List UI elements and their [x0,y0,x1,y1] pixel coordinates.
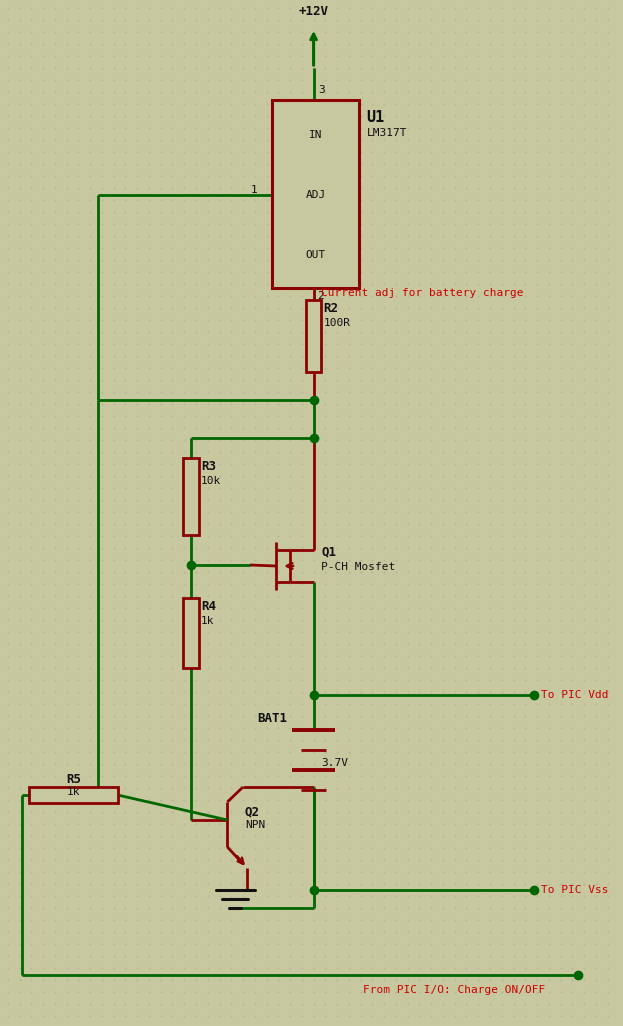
Bar [183,458,199,535]
Text: R2: R2 [323,302,338,315]
Text: To PIC Vss: To PIC Vss [541,885,609,895]
Text: From PIC I/O: Charge ON/OFF: From PIC I/O: Charge ON/OFF [363,985,545,995]
Bar [306,300,321,372]
Bar [272,100,359,288]
Text: NPN: NPN [245,820,265,830]
Text: To PIC Vdd: To PIC Vdd [541,690,609,700]
Bar [29,787,118,803]
Text: 1k: 1k [67,787,80,797]
Text: 1: 1 [251,185,258,195]
Text: R5: R5 [66,773,81,786]
Bar [183,598,199,668]
Text: P-CH Mosfet: P-CH Mosfet [321,562,396,573]
Text: Q2: Q2 [245,805,260,818]
Text: LM317T: LM317T [366,128,407,139]
Text: 2: 2 [318,291,324,301]
Text: 3: 3 [318,85,325,95]
Text: 3.7V: 3.7V [321,758,348,768]
Text: OUT: OUT [305,250,326,260]
Text: ADJ: ADJ [305,190,326,200]
Text: 10k: 10k [201,476,221,486]
Text: IN: IN [309,130,322,140]
Text: R4: R4 [201,600,216,613]
Text: 100R: 100R [323,318,350,328]
Text: +12V: +12V [298,5,328,18]
Text: Q1: Q1 [321,545,336,558]
Text: 1k: 1k [201,616,214,626]
Text: Current adj for battery charge: Current adj for battery charge [321,288,524,298]
Text: BAT1: BAT1 [257,712,287,725]
Text: U1: U1 [366,110,385,125]
Text: R3: R3 [201,460,216,473]
